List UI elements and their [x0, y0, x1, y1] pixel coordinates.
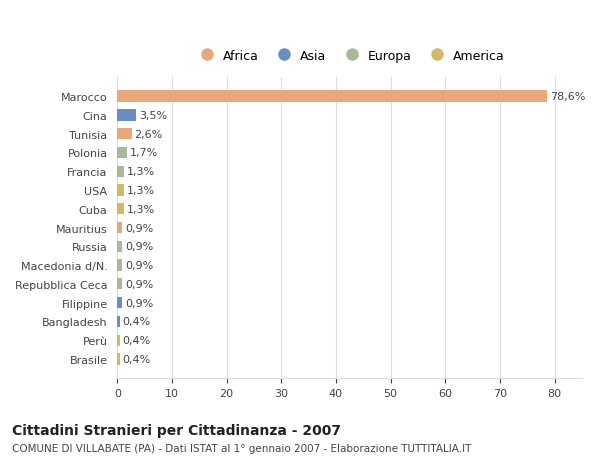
- Bar: [118, 129, 131, 140]
- Text: 2,6%: 2,6%: [134, 129, 163, 140]
- Bar: [118, 166, 124, 178]
- Bar: [118, 241, 122, 252]
- Text: 0,9%: 0,9%: [125, 261, 153, 270]
- Text: 78,6%: 78,6%: [550, 92, 585, 102]
- Text: 0,4%: 0,4%: [122, 317, 151, 327]
- Bar: [118, 223, 122, 234]
- Text: COMUNE DI VILLABATE (PA) - Dati ISTAT al 1° gennaio 2007 - Elaborazione TUTTITAL: COMUNE DI VILLABATE (PA) - Dati ISTAT al…: [12, 443, 472, 453]
- Text: 1,7%: 1,7%: [130, 148, 158, 158]
- Text: 0,9%: 0,9%: [125, 223, 153, 233]
- Text: 0,4%: 0,4%: [122, 354, 151, 364]
- Bar: [118, 335, 119, 346]
- Text: Cittadini Stranieri per Cittadinanza - 2007: Cittadini Stranieri per Cittadinanza - 2…: [12, 423, 341, 437]
- Bar: [118, 147, 127, 159]
- Text: 1,3%: 1,3%: [127, 204, 155, 214]
- Bar: [118, 91, 547, 102]
- Bar: [118, 110, 136, 121]
- Text: 1,3%: 1,3%: [127, 167, 155, 177]
- Legend: Africa, Asia, Europa, America: Africa, Asia, Europa, America: [190, 45, 510, 68]
- Text: 1,3%: 1,3%: [127, 185, 155, 196]
- Bar: [118, 204, 124, 215]
- Text: 0,4%: 0,4%: [122, 336, 151, 346]
- Bar: [118, 297, 122, 308]
- Text: 0,9%: 0,9%: [125, 242, 153, 252]
- Bar: [118, 316, 119, 327]
- Bar: [118, 279, 122, 290]
- Text: 0,9%: 0,9%: [125, 279, 153, 289]
- Text: 3,5%: 3,5%: [139, 111, 167, 121]
- Bar: [118, 353, 119, 365]
- Bar: [118, 185, 124, 196]
- Bar: [118, 260, 122, 271]
- Text: 0,9%: 0,9%: [125, 298, 153, 308]
